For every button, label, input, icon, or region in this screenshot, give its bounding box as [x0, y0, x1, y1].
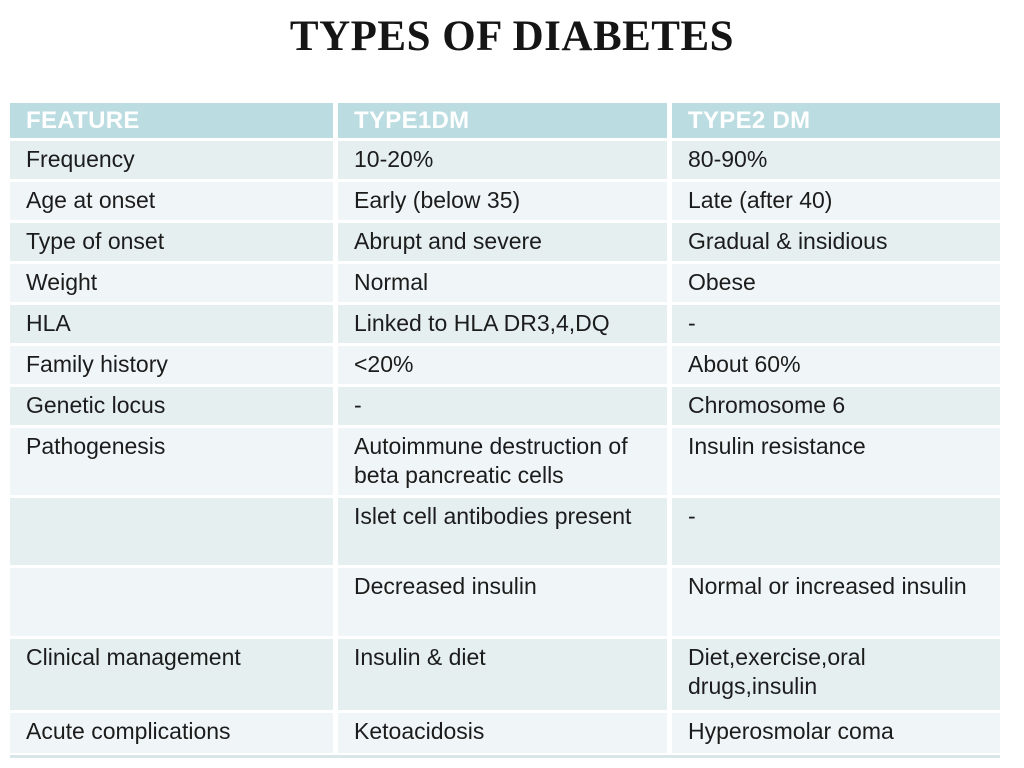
cell-type2dm: Late (after 40)	[672, 182, 1000, 223]
cell-type2dm: -	[672, 498, 1000, 568]
cell-type1dm: 10-20%	[338, 141, 672, 182]
cell-type2dm: Normal or increased insulin	[672, 568, 1000, 639]
cell-type1dm: Autoimmune destruction of beta pancreati…	[338, 428, 672, 498]
table-row: Pathogenesis Autoimmune destruction of b…	[10, 428, 1000, 498]
cell-type2dm: Obese	[672, 264, 1000, 305]
cell-feature: Pathogenesis	[10, 428, 338, 498]
cell-type2dm: -	[672, 305, 1000, 346]
cell-type2dm: About 60%	[672, 346, 1000, 387]
cell-type1dm: Linked to HLA DR3,4,DQ	[338, 305, 672, 346]
cell-type2dm: Chromosome 6	[672, 387, 1000, 428]
cell-type1dm: -	[338, 387, 672, 428]
cell-type1dm: Insulin & diet	[338, 639, 672, 713]
column-header-type1dm: TYPE1DM	[338, 103, 672, 141]
table-row: Age at onset Early (below 35) Late (afte…	[10, 182, 1000, 223]
cell-type2dm: Insulin resistance	[672, 428, 1000, 498]
table-row: HLA Linked to HLA DR3,4,DQ -	[10, 305, 1000, 346]
table-row: Genetic locus - Chromosome 6	[10, 387, 1000, 428]
table-row: Frequency 10-20% 80-90%	[10, 141, 1000, 182]
cell-feature: HLA	[10, 305, 338, 346]
diabetes-comparison-table: FEATURE TYPE1DM TYPE2 DM Frequency 10-20…	[10, 103, 1000, 753]
cell-feature: Age at onset	[10, 182, 338, 223]
cell-type2dm: Diet,exercise,oral drugs,insulin	[672, 639, 1000, 713]
cell-feature: Clinical management	[10, 639, 338, 713]
table-row: Islet cell antibodies present -	[10, 498, 1000, 568]
table-row: Weight Normal Obese	[10, 264, 1000, 305]
cell-feature: Frequency	[10, 141, 338, 182]
cell-type1dm: Decreased insulin	[338, 568, 672, 639]
column-header-type2dm: TYPE2 DM	[672, 103, 1000, 141]
cell-type1dm: Abrupt and severe	[338, 223, 672, 264]
table-row: Acute complications Ketoacidosis Hyperos…	[10, 713, 1000, 753]
cell-feature: Type of onset	[10, 223, 338, 264]
cell-type2dm: Gradual & insidious	[672, 223, 1000, 264]
cell-type2dm: Hyperosmolar coma	[672, 713, 1000, 753]
table-row: Type of onset Abrupt and severe Gradual …	[10, 223, 1000, 264]
table-header-row: FEATURE TYPE1DM TYPE2 DM	[10, 103, 1000, 141]
cell-feature: Family history	[10, 346, 338, 387]
table-row: Clinical management Insulin & diet Diet,…	[10, 639, 1000, 713]
table-row: Family history <20% About 60%	[10, 346, 1000, 387]
cell-feature	[10, 498, 338, 568]
cell-feature: Genetic locus	[10, 387, 338, 428]
cell-type1dm: Early (below 35)	[338, 182, 672, 223]
page-title: TYPES OF DIABETES	[289, 13, 735, 60]
column-header-feature: FEATURE	[10, 103, 338, 141]
cell-type2dm: 80-90%	[672, 141, 1000, 182]
cell-feature: Weight	[10, 264, 338, 305]
cell-type1dm: Ketoacidosis	[338, 713, 672, 753]
cell-type1dm: Islet cell antibodies present	[338, 498, 672, 568]
cell-type1dm: Normal	[338, 264, 672, 305]
next-row-partial	[10, 753, 1000, 758]
table-row: Decreased insulin Normal or increased in…	[10, 568, 1000, 639]
cell-type1dm: <20%	[338, 346, 672, 387]
cell-feature: Acute complications	[10, 713, 338, 753]
cell-feature	[10, 568, 338, 639]
